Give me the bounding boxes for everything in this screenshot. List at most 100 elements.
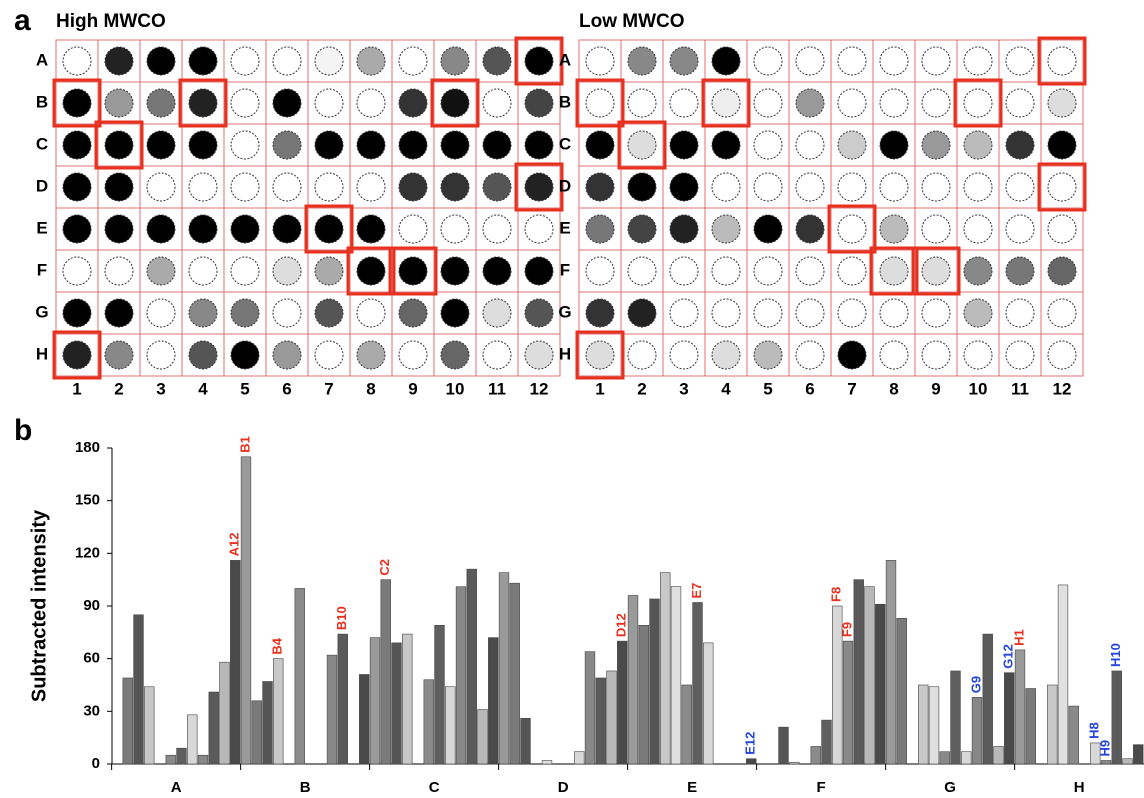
well (315, 131, 343, 159)
well (399, 47, 427, 75)
row-label: B (36, 92, 48, 111)
well (1006, 341, 1034, 369)
bar (338, 634, 348, 764)
row-label: E (559, 218, 570, 237)
well (399, 131, 427, 159)
bar (897, 618, 907, 764)
bar (607, 671, 617, 764)
well (105, 215, 133, 243)
bar (510, 583, 520, 764)
bar (241, 457, 251, 764)
well (105, 257, 133, 285)
well (1048, 341, 1076, 369)
bar (811, 746, 821, 764)
well (441, 131, 469, 159)
bar (650, 599, 660, 764)
well (1006, 89, 1034, 117)
well (964, 299, 992, 327)
bar (402, 634, 412, 764)
row-label: C (36, 134, 48, 153)
well (1048, 89, 1076, 117)
row-label: A (36, 50, 48, 69)
bar (1123, 759, 1133, 764)
bar (854, 580, 864, 764)
well (483, 299, 511, 327)
bar (671, 587, 681, 764)
column-label: 8 (889, 379, 898, 398)
well (838, 131, 866, 159)
well (586, 89, 614, 117)
bar (435, 625, 445, 764)
well (838, 257, 866, 285)
well (880, 47, 908, 75)
well (922, 257, 950, 285)
well (628, 299, 656, 327)
well (399, 299, 427, 327)
well (525, 173, 553, 201)
bar (187, 715, 197, 764)
well (399, 341, 427, 369)
bar (682, 685, 692, 764)
bar (1047, 685, 1057, 764)
bar (1026, 689, 1036, 764)
bar-annotation: F9 (839, 622, 854, 637)
well (273, 299, 301, 327)
well (1048, 131, 1076, 159)
bar (456, 587, 466, 764)
well (189, 131, 217, 159)
well (880, 173, 908, 201)
well (628, 131, 656, 159)
column-label: 2 (637, 379, 646, 398)
bar (961, 752, 971, 764)
column-label: 3 (156, 379, 165, 398)
well (315, 341, 343, 369)
well (63, 257, 91, 285)
well (399, 173, 427, 201)
bar (123, 678, 133, 764)
well (838, 47, 866, 75)
well (399, 89, 427, 117)
well (796, 299, 824, 327)
column-label: 4 (198, 379, 208, 398)
well (796, 257, 824, 285)
well (670, 47, 698, 75)
bar (822, 720, 832, 764)
bar (252, 701, 262, 764)
bar (617, 641, 627, 764)
well (399, 215, 427, 243)
column-label: 8 (366, 379, 375, 398)
bar (392, 643, 402, 764)
bar (327, 655, 337, 764)
well (796, 215, 824, 243)
well (483, 89, 511, 117)
row-label: D (559, 176, 571, 195)
bar (499, 573, 509, 764)
bar-annotation: A12 (227, 532, 242, 556)
column-label: 1 (72, 379, 81, 398)
bar-annotation: E7 (689, 583, 704, 599)
well (147, 215, 175, 243)
column-label: 1 (595, 379, 604, 398)
well (628, 47, 656, 75)
x-tick-label: C (429, 779, 440, 796)
well (838, 341, 866, 369)
well (964, 89, 992, 117)
well (105, 47, 133, 75)
well (712, 173, 740, 201)
column-label: 6 (805, 379, 814, 398)
row-label: B (559, 92, 571, 111)
well (754, 299, 782, 327)
well (712, 215, 740, 243)
well (231, 215, 259, 243)
well (441, 341, 469, 369)
bar-annotation: H1 (1011, 629, 1026, 646)
well (712, 131, 740, 159)
bar (467, 569, 477, 764)
x-tick-label: A (171, 779, 182, 796)
panel-label: a (14, 4, 31, 37)
well (105, 173, 133, 201)
bar (209, 692, 219, 764)
plate-title: Low MWCO (579, 11, 685, 32)
well (315, 89, 343, 117)
well (105, 299, 133, 327)
